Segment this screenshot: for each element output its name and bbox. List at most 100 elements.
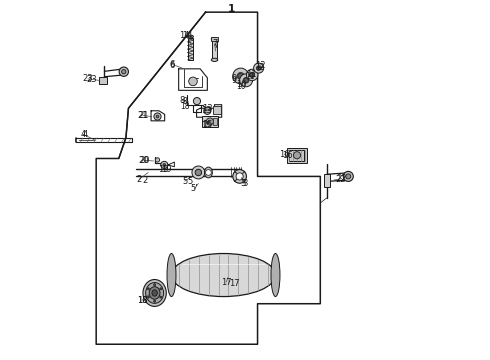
Circle shape [238, 73, 244, 79]
Text: 5: 5 [188, 177, 193, 186]
Circle shape [160, 288, 162, 290]
Text: 2: 2 [137, 175, 142, 184]
Text: 1: 1 [228, 4, 235, 14]
Ellipse shape [271, 253, 280, 297]
Text: 19: 19 [161, 165, 171, 174]
Text: 5: 5 [182, 176, 187, 185]
Text: 19: 19 [158, 165, 169, 174]
Ellipse shape [211, 37, 218, 41]
Circle shape [257, 66, 260, 70]
Text: 17: 17 [229, 279, 240, 288]
Bar [324, 174, 330, 187]
Ellipse shape [143, 279, 166, 306]
Text: 6: 6 [170, 60, 175, 69]
Text: 15: 15 [201, 121, 212, 130]
Text: 11: 11 [245, 72, 255, 81]
Bar [212, 40, 217, 60]
Text: 18: 18 [138, 296, 148, 305]
Text: 13: 13 [202, 104, 213, 113]
Text: 23: 23 [86, 75, 97, 84]
Text: 23: 23 [83, 75, 93, 84]
Bar [287, 148, 307, 163]
Text: 20: 20 [139, 156, 149, 165]
Ellipse shape [243, 77, 249, 83]
Circle shape [204, 107, 211, 114]
Text: 14: 14 [179, 31, 189, 40]
Ellipse shape [211, 58, 218, 62]
Circle shape [155, 158, 160, 162]
Ellipse shape [237, 72, 244, 80]
Circle shape [122, 69, 126, 74]
Circle shape [160, 296, 162, 298]
Ellipse shape [233, 170, 246, 183]
Circle shape [156, 115, 159, 118]
Text: 6: 6 [170, 62, 175, 71]
Text: 5': 5' [190, 184, 198, 193]
Circle shape [343, 171, 353, 181]
Text: 4: 4 [80, 130, 86, 139]
Circle shape [163, 163, 166, 166]
Circle shape [195, 169, 201, 176]
Circle shape [147, 296, 149, 298]
Bar [213, 106, 220, 114]
Text: 20: 20 [139, 156, 150, 165]
Ellipse shape [172, 253, 275, 297]
Ellipse shape [188, 35, 194, 38]
Text: 18: 18 [180, 102, 190, 111]
Text: 21: 21 [139, 111, 149, 120]
Bar [211, 37, 218, 41]
Text: 7: 7 [212, 39, 217, 48]
Text: 12: 12 [255, 61, 266, 70]
Text: 17: 17 [221, 278, 232, 287]
Text: 15: 15 [202, 120, 213, 129]
Bar [289, 149, 304, 161]
Bar [188, 38, 194, 60]
Ellipse shape [149, 287, 160, 299]
Text: 11: 11 [246, 71, 256, 80]
Ellipse shape [254, 63, 264, 73]
Text: 14: 14 [182, 31, 193, 40]
Text: 18: 18 [137, 296, 147, 305]
Text: 9: 9 [232, 75, 237, 84]
Circle shape [346, 174, 351, 179]
Circle shape [194, 98, 200, 105]
Text: 10: 10 [236, 80, 246, 89]
Text: 22: 22 [336, 175, 346, 184]
Text: 13: 13 [201, 105, 212, 114]
Circle shape [153, 300, 156, 302]
Text: 3: 3 [243, 179, 247, 188]
Circle shape [153, 284, 156, 286]
Text: 7: 7 [214, 41, 219, 50]
Ellipse shape [236, 173, 243, 180]
Text: 16: 16 [279, 150, 290, 159]
Circle shape [206, 118, 214, 125]
Ellipse shape [240, 74, 252, 87]
Circle shape [294, 152, 300, 159]
Circle shape [154, 113, 161, 120]
Text: 21: 21 [138, 111, 148, 120]
Circle shape [192, 166, 205, 179]
Circle shape [147, 288, 149, 290]
Text: 8: 8 [179, 96, 185, 105]
Ellipse shape [204, 167, 212, 178]
Ellipse shape [256, 66, 261, 70]
Ellipse shape [152, 290, 157, 296]
Text: 3: 3 [241, 179, 246, 188]
Text: 12: 12 [256, 63, 265, 72]
Circle shape [244, 78, 248, 82]
Text: 22: 22 [337, 174, 347, 183]
Ellipse shape [167, 253, 176, 297]
Circle shape [189, 77, 197, 86]
Circle shape [205, 170, 211, 175]
Text: 10: 10 [236, 82, 245, 91]
Bar [98, 77, 107, 84]
Bar [202, 116, 218, 127]
Circle shape [161, 161, 168, 168]
Ellipse shape [146, 283, 164, 303]
Circle shape [250, 73, 254, 77]
Circle shape [119, 67, 128, 76]
Text: 4: 4 [83, 130, 88, 139]
Ellipse shape [246, 69, 258, 81]
Ellipse shape [233, 68, 248, 84]
Bar [214, 118, 217, 125]
